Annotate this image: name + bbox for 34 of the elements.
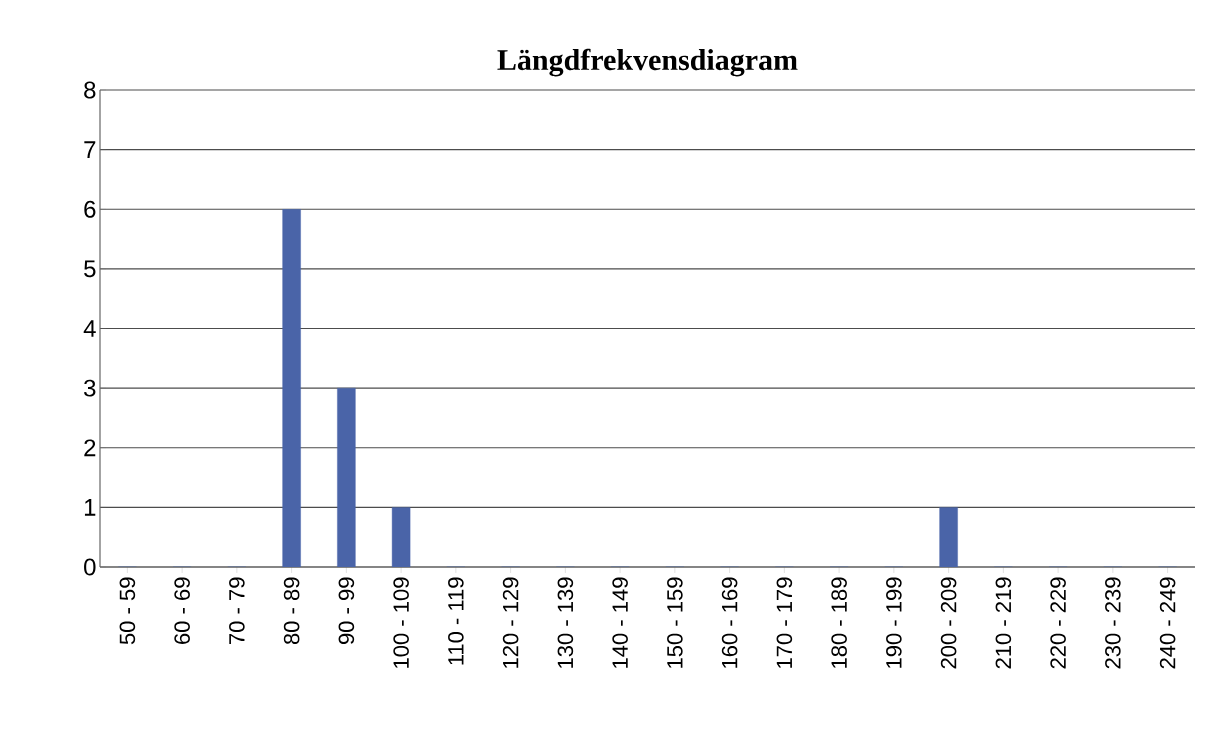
- y-tick-label: 6: [84, 200, 96, 218]
- x-tick-label: 110 - 119: [448, 577, 464, 665]
- x-tick-label: 200 - 209: [940, 577, 957, 669]
- x-tick-label: 210 - 219: [995, 577, 1012, 669]
- x-tick-label: 70 - 79: [229, 577, 245, 644]
- x-tick-label: 60 - 69: [174, 577, 190, 644]
- x-tick-label: 220 - 229: [1050, 577, 1066, 669]
- bar: [939, 507, 958, 567]
- y-tick-label: 7: [84, 141, 96, 158]
- bar: [337, 387, 356, 567]
- x-tick-label: 180 - 189: [831, 577, 847, 668]
- bar: [282, 209, 301, 567]
- x-tick-label: 100 - 109: [393, 577, 409, 668]
- x-tick-label: 120 - 129: [502, 577, 519, 668]
- bar: [391, 507, 411, 567]
- y-tick-label: 2: [84, 439, 96, 457]
- x-tick-label: 90 - 99: [338, 577, 355, 644]
- x-tick-label: 150 - 159: [667, 577, 683, 668]
- x-tick-label: 170 - 179: [776, 577, 793, 668]
- y-tick-label: 8: [84, 81, 96, 99]
- x-tick-label: 130 - 139: [557, 577, 574, 668]
- x-tick-label: 80 - 89: [283, 577, 300, 645]
- chart-title: Längdfrekvensdiagram: [497, 48, 798, 77]
- x-tick-label: 230 - 239: [1105, 577, 1121, 669]
- y-tick-label: 3: [84, 379, 96, 397]
- y-tick-label: 0: [84, 558, 96, 576]
- x-tick-label: 190 - 199: [886, 577, 902, 668]
- x-tick-label: 240 - 249: [1159, 577, 1176, 669]
- x-tick-label: 140 - 149: [612, 577, 628, 668]
- y-tick-label: 5: [84, 260, 96, 278]
- y-tick-label: 4: [83, 320, 96, 337]
- x-tick-label: 160 - 169: [721, 577, 738, 668]
- x-tick-label: 50 - 59: [119, 577, 136, 645]
- y-tick-label: 1: [84, 499, 96, 516]
